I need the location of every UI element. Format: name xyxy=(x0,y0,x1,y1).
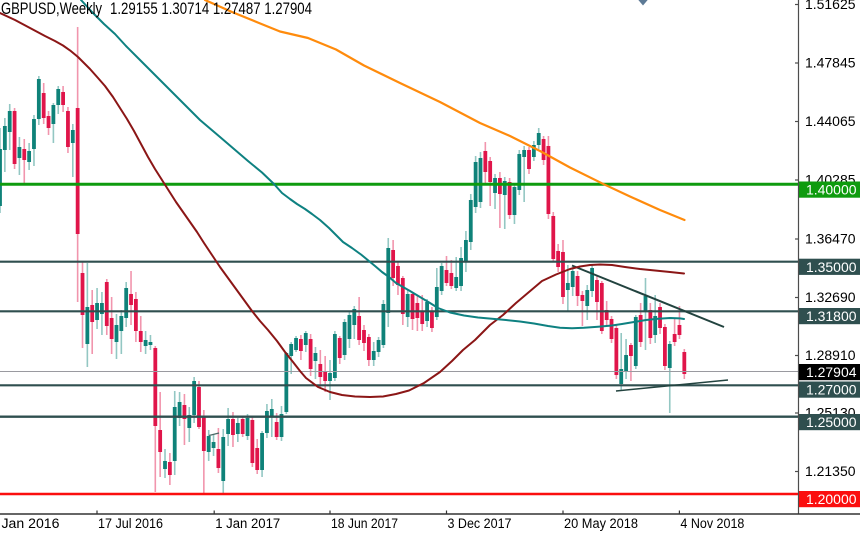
svg-text:1.27000: 1.27000 xyxy=(806,383,857,398)
svg-text:3 Dec 2017: 3 Dec 2017 xyxy=(448,516,512,531)
svg-text:1.20000: 1.20000 xyxy=(806,492,857,507)
svg-text:1.25000: 1.25000 xyxy=(806,415,857,430)
svg-text:1.29155 1.30714 1.27487 1.2790: 1.29155 1.30714 1.27487 1.27904 xyxy=(110,0,312,18)
svg-text:Jan 2016: Jan 2016 xyxy=(2,516,60,531)
svg-text:1.36470: 1.36470 xyxy=(805,232,856,247)
svg-text:17 Jul 2016: 17 Jul 2016 xyxy=(98,516,163,531)
svg-text:1.32690: 1.32690 xyxy=(805,290,856,305)
svg-text:4 Nov 2018: 4 Nov 2018 xyxy=(680,516,744,531)
svg-text:1.21350: 1.21350 xyxy=(805,464,856,479)
svg-text:1.51625: 1.51625 xyxy=(805,0,856,12)
svg-text:1.31800: 1.31800 xyxy=(806,309,857,324)
svg-text:1 Jan 2017: 1 Jan 2017 xyxy=(215,516,280,531)
svg-text:1.47845: 1.47845 xyxy=(805,56,856,71)
svg-text:1.35000: 1.35000 xyxy=(806,260,857,275)
svg-text:1.44065: 1.44065 xyxy=(805,114,856,129)
svg-text:1.27904: 1.27904 xyxy=(806,365,857,380)
svg-text:18 Jun 2017: 18 Jun 2017 xyxy=(331,516,398,531)
svg-text:1.28910: 1.28910 xyxy=(805,348,856,363)
svg-text:20 May 2018: 20 May 2018 xyxy=(564,516,638,531)
svg-text:GBPUSD,Weekly: GBPUSD,Weekly xyxy=(1,0,102,18)
svg-text:1.40000: 1.40000 xyxy=(806,183,857,198)
